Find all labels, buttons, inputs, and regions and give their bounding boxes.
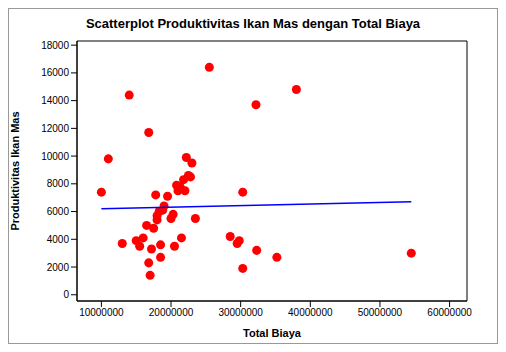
svg-text:Total Biaya: Total Biaya [243, 327, 302, 339]
svg-text:12000: 12000 [41, 123, 69, 134]
svg-text:18000: 18000 [41, 40, 69, 51]
svg-text:4000: 4000 [47, 234, 70, 245]
svg-text:0: 0 [63, 289, 69, 300]
svg-text:30000000: 30000000 [218, 307, 263, 318]
svg-text:10000000: 10000000 [79, 307, 124, 318]
svg-text:2000: 2000 [47, 262, 70, 273]
svg-text:50000000: 50000000 [358, 307, 403, 318]
svg-text:40000000: 40000000 [288, 307, 333, 318]
svg-text:Produktivitas Ikan Mas: Produktivitas Ikan Mas [9, 111, 21, 230]
svg-text:20000000: 20000000 [149, 307, 194, 318]
svg-text:6000: 6000 [47, 206, 70, 217]
html-text:Scatterplot Produktivitas Ikan: Scatterplot Produktivitas Ikan Mas denga… [85, 16, 421, 31]
svg-text:16000: 16000 [41, 67, 69, 78]
svg-text:8000: 8000 [47, 178, 70, 189]
svg-text:60000000: 60000000 [427, 307, 472, 318]
svg-text:14000: 14000 [41, 95, 69, 106]
svg-text:10000: 10000 [41, 151, 69, 162]
